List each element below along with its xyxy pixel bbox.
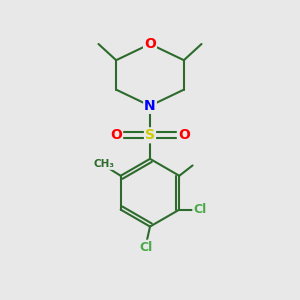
Text: O: O bbox=[144, 37, 156, 51]
Text: S: S bbox=[145, 128, 155, 142]
Text: Cl: Cl bbox=[139, 241, 152, 254]
Text: N: N bbox=[144, 99, 156, 113]
Text: Cl: Cl bbox=[193, 203, 207, 216]
Text: CH₃: CH₃ bbox=[94, 159, 115, 169]
Text: O: O bbox=[110, 128, 122, 142]
Text: O: O bbox=[178, 128, 190, 142]
